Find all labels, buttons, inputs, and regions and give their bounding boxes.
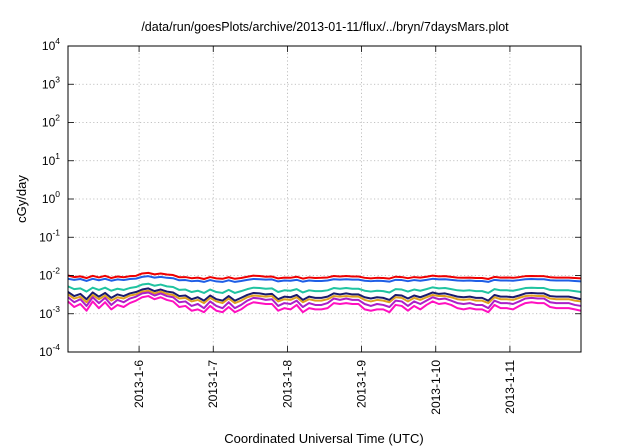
series-line-7 xyxy=(67,295,582,314)
chart-title: /data/run/goesPlots/archive/2013-01-11/f… xyxy=(141,20,509,34)
grid-lines xyxy=(68,46,581,352)
x-tick-label: 2013-1-7 xyxy=(206,360,220,408)
series-line-4 xyxy=(67,287,582,302)
x-axis-label: Coordinated Universal Time (UTC) xyxy=(224,431,423,446)
y-tick-label: 10-1 xyxy=(39,227,60,244)
x-tick-label: 2013-1-11 xyxy=(503,360,517,414)
y-tick-label: 10-4 xyxy=(39,342,60,359)
x-tick-label: 2013-1-8 xyxy=(280,360,294,408)
y-tick-label: 101 xyxy=(42,151,60,168)
series-line-1 xyxy=(67,271,582,280)
y-axis: 10-4 10-3 10-2 10-1 100 101 102 103 104 xyxy=(39,36,581,359)
y-tick-label: 10-3 xyxy=(39,304,60,321)
series-line-3 xyxy=(67,282,582,294)
y-tick-label: 104 xyxy=(42,36,60,53)
x-tick-label: 2013-1-9 xyxy=(355,360,369,408)
x-axis: 2013-1-6 2013-1-7 2013-1-8 2013-1-9 2013-1-1… xyxy=(132,46,517,415)
x-tick-label: 2013-1-10 xyxy=(429,360,443,415)
y-axis-label: cGy/day xyxy=(14,175,29,223)
x-tick-label: 2013-1-6 xyxy=(132,360,146,408)
series-group xyxy=(67,271,582,314)
series-line-6 xyxy=(67,291,582,310)
y-tick-label: 102 xyxy=(42,113,60,130)
series-line-2 xyxy=(67,275,582,283)
series-line-5 xyxy=(67,289,582,305)
y-tick-label: 100 xyxy=(42,189,60,206)
y-tick-label: 103 xyxy=(42,74,60,91)
y-tick-label: 10-2 xyxy=(39,266,60,283)
